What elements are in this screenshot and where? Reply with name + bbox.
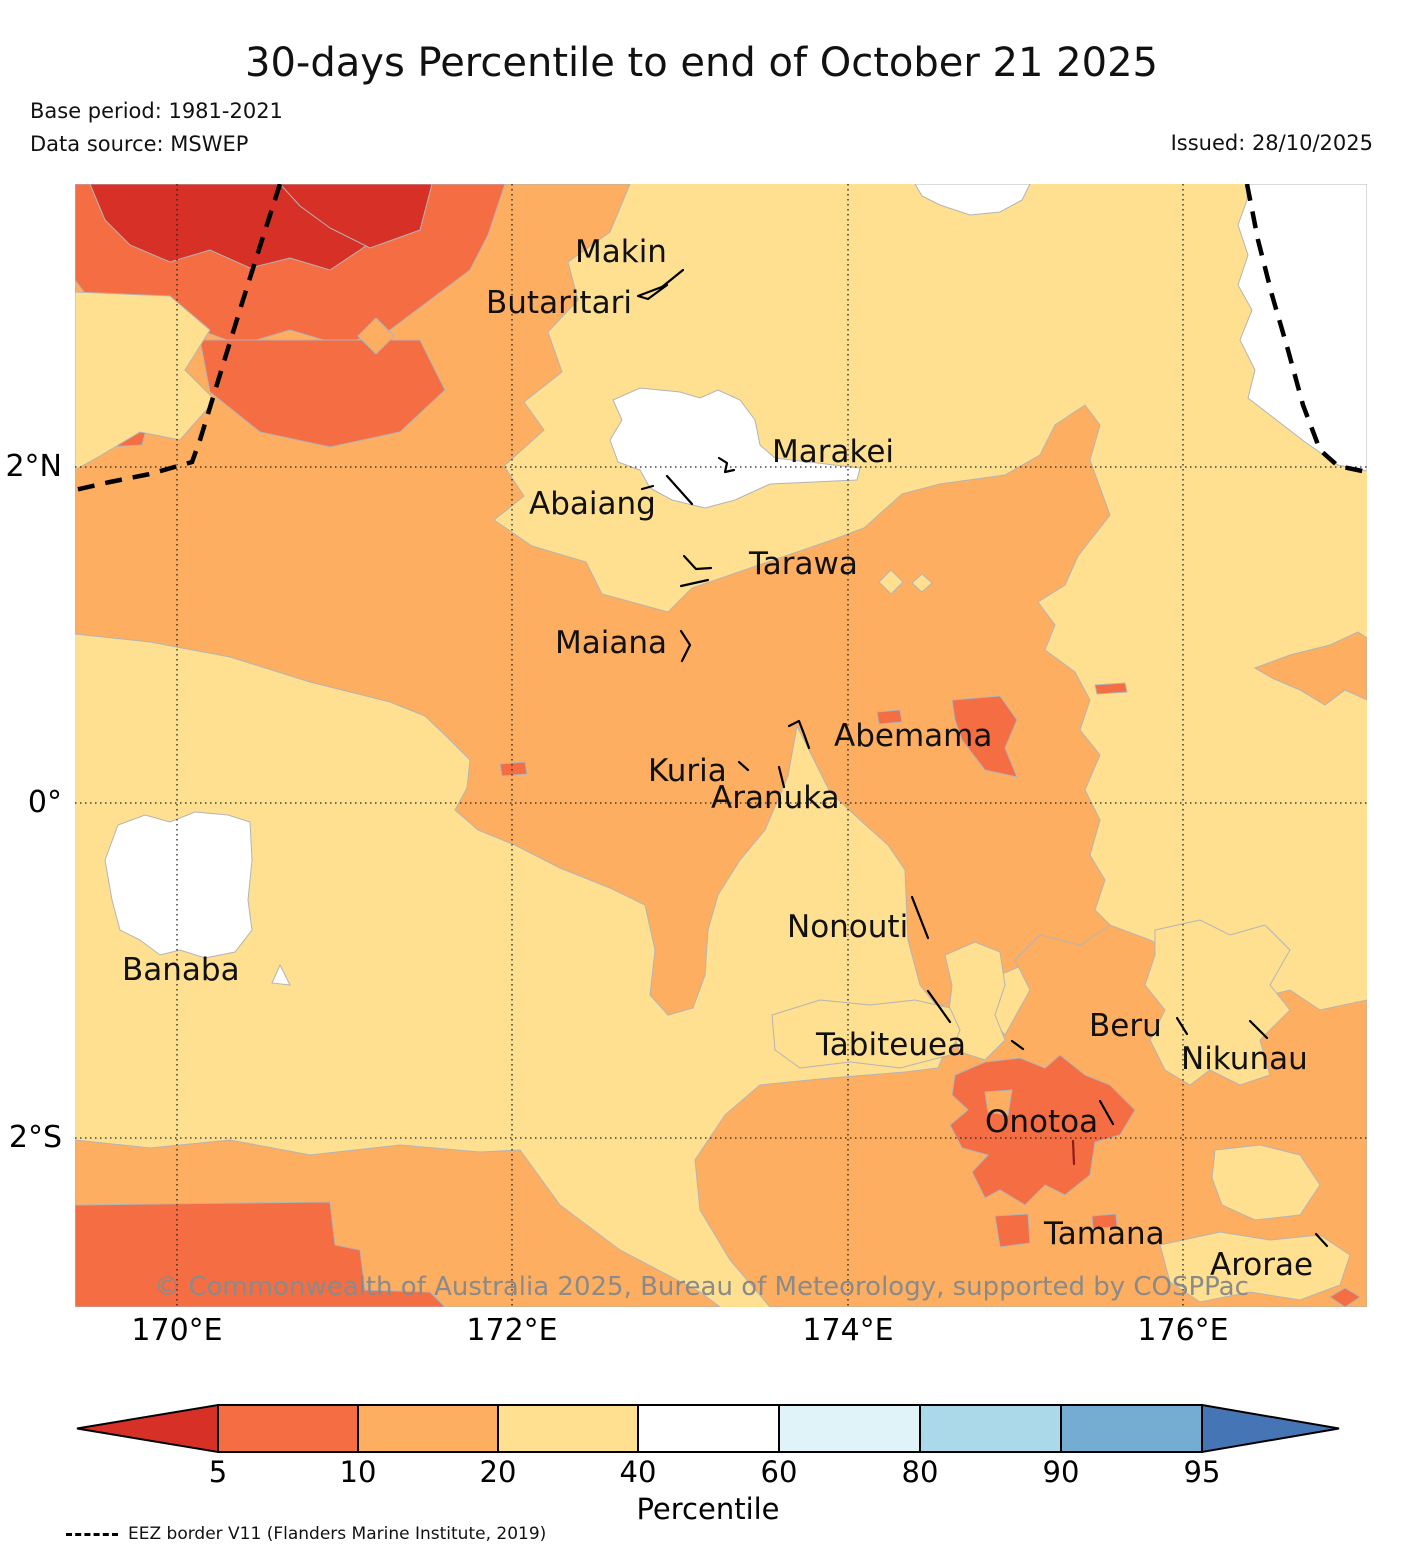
abemama-marker xyxy=(787,719,811,750)
colorbar-tick: 20 xyxy=(479,1455,517,1489)
colorbar-tick: 80 xyxy=(901,1455,939,1489)
colorbar-tick: 90 xyxy=(1042,1455,1080,1489)
island-label-aranuka: Aranuka xyxy=(711,780,840,816)
island-label-beru: Beru xyxy=(1089,1008,1162,1044)
colorbar-tick: 60 xyxy=(760,1455,798,1489)
island-label-nikunau: Nikunau xyxy=(1181,1041,1308,1077)
data-source-text: Data source: MSWEP xyxy=(30,132,249,156)
eez-legend: EEZ border V11 (Flanders Marine Institut… xyxy=(66,1524,546,1544)
colorbar-seg-80-90 xyxy=(919,1404,1062,1453)
arorae-marker xyxy=(1314,1232,1329,1248)
island-label-onotoa: Onotoa xyxy=(985,1104,1099,1140)
island-label-marakei: Marakei xyxy=(772,434,895,470)
island-label-abemama: Abemama xyxy=(834,718,993,754)
lat-tick-2n: 2°N xyxy=(5,449,62,484)
aranuka-marker xyxy=(777,765,786,789)
island-label-maiana: Maiana xyxy=(555,625,667,661)
region-5-10 xyxy=(499,761,528,777)
colorbar-tick: 5 xyxy=(208,1455,228,1489)
region-20-40 xyxy=(1211,1144,1321,1221)
colorbar-arrow-high xyxy=(1201,1403,1340,1454)
region-40-60 xyxy=(914,184,1031,216)
eez-border-line xyxy=(75,184,1367,493)
lat-tick-0: 0° xyxy=(27,785,62,820)
island-label-makin: Makin xyxy=(575,234,667,270)
region-5-10 xyxy=(994,1213,1031,1248)
copyright-text: © Commonwealth of Australia 2025, Bureau… xyxy=(154,1272,1249,1302)
region-40-60 xyxy=(609,387,861,509)
colorbar-tick: 40 xyxy=(619,1455,657,1489)
island-label-banaba: Banaba xyxy=(122,952,240,988)
region-5-10 xyxy=(199,339,446,448)
island-label-tabiteuea: Tabiteuea xyxy=(816,1027,967,1063)
island-label-kuria: Kuria xyxy=(648,753,727,789)
lon-tick-174e: 174°E xyxy=(802,1313,894,1348)
marakei-marker xyxy=(717,456,736,474)
region-5-10 xyxy=(1091,1213,1118,1229)
onotoa-marker xyxy=(1098,1099,1115,1126)
base-period-text: Base period: 1981-2021 xyxy=(30,99,283,123)
region-5-10 xyxy=(876,709,903,725)
colorbar-seg-10-20 xyxy=(357,1404,499,1453)
island-markers xyxy=(636,268,1329,1248)
region-5-10 xyxy=(1329,1287,1361,1307)
percentile-map-canvas xyxy=(75,184,1367,1307)
region-10-20 xyxy=(984,1089,1013,1116)
percentile-colorbar xyxy=(76,1403,1340,1454)
tarawa-marker xyxy=(679,554,713,588)
lat-tick-2s: 2°S xyxy=(8,1120,62,1155)
colorbar-seg-5-10 xyxy=(217,1404,359,1453)
region-20-40 xyxy=(1144,919,1291,1086)
colorbar-tick: 95 xyxy=(1183,1455,1221,1489)
colorbar-seg-40-60 xyxy=(637,1404,780,1453)
graticule xyxy=(75,184,1367,1307)
eez-dash-sample xyxy=(66,1532,118,1536)
maiana-marker xyxy=(679,629,692,663)
page-title: 30-days Percentile to end of October 21 … xyxy=(245,40,1158,86)
region-20-40 xyxy=(1159,1231,1351,1303)
region-lt-5 xyxy=(279,184,433,249)
region-20-40 xyxy=(911,573,933,593)
kuria-marker xyxy=(737,760,750,772)
region-20-40 xyxy=(771,999,961,1069)
issued-date-text: Issued: 28/10/2025 xyxy=(1170,131,1373,155)
island-label-arorae: Arorae xyxy=(1210,1247,1314,1283)
butaritari-marker xyxy=(636,283,669,301)
colorbar-axis-label: Percentile xyxy=(636,1492,780,1526)
region-20-40 xyxy=(75,291,216,471)
makin-marker xyxy=(660,268,685,289)
colorbar-seg-20-40 xyxy=(497,1404,639,1453)
tabiteuea-marker xyxy=(926,989,1025,1051)
island-label-butaritari: Butaritari xyxy=(486,285,632,321)
abaiang-marker xyxy=(640,474,694,506)
region-10-20 xyxy=(357,317,395,355)
nonouti-marker xyxy=(910,895,930,940)
island-label-abaiang: Abaiang xyxy=(529,486,656,522)
island-label-tarawa: Tarawa xyxy=(749,546,858,582)
region-40-60 xyxy=(271,963,291,986)
colorbar-arrow-low xyxy=(76,1403,219,1454)
island-label-tamana: Tamana xyxy=(1044,1216,1165,1252)
colorbar-tick: 10 xyxy=(339,1455,377,1489)
eez-legend-text: EEZ border V11 (Flanders Marine Institut… xyxy=(128,1524,547,1544)
region-5-10 xyxy=(75,1201,446,1307)
lon-tick-170e: 170°E xyxy=(131,1313,223,1348)
island-label-nonouti: Nonouti xyxy=(787,909,909,945)
colorbar-seg-90-95 xyxy=(1060,1404,1203,1453)
region-5-10 xyxy=(951,695,1018,778)
region-5-10 xyxy=(1094,682,1128,695)
region-20-40 xyxy=(878,569,904,595)
region-10-20 xyxy=(1253,631,1367,706)
beru-marker xyxy=(1175,1016,1189,1036)
colorbar-seg-60-80 xyxy=(778,1404,921,1453)
nikunau-marker xyxy=(1248,1019,1269,1040)
lon-tick-172e: 172°E xyxy=(466,1313,558,1348)
region-40-60 xyxy=(104,811,253,959)
lon-tick-176e: 176°E xyxy=(1137,1313,1229,1348)
percentile-field xyxy=(75,184,1367,1307)
onotoa-marker xyxy=(1071,1139,1076,1166)
